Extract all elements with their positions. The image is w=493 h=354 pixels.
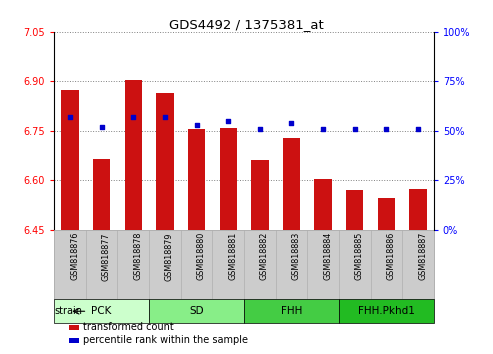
Bar <box>61 90 79 230</box>
Bar <box>402 230 434 299</box>
Point <box>319 126 327 132</box>
Bar <box>283 138 300 230</box>
Point <box>383 126 390 132</box>
Text: GSM818876: GSM818876 <box>70 232 79 280</box>
Point <box>351 126 359 132</box>
Bar <box>86 230 117 299</box>
Point <box>193 122 201 128</box>
Text: FHH: FHH <box>281 306 302 316</box>
Text: GDS4492 / 1375381_at: GDS4492 / 1375381_at <box>169 18 324 31</box>
Bar <box>339 230 371 299</box>
Bar <box>339 299 434 323</box>
Bar <box>156 93 174 230</box>
Point <box>224 118 232 124</box>
Bar <box>219 128 237 230</box>
Text: GSM818883: GSM818883 <box>291 232 301 280</box>
Text: GSM818887: GSM818887 <box>418 232 427 280</box>
Bar <box>70 325 79 330</box>
Bar <box>315 179 332 230</box>
Text: strain: strain <box>55 306 83 316</box>
Point <box>129 114 137 120</box>
Bar <box>54 299 149 323</box>
Bar <box>244 299 339 323</box>
Bar <box>149 230 181 299</box>
Point <box>98 124 106 130</box>
Bar <box>251 160 269 230</box>
Point <box>66 114 74 120</box>
Bar <box>409 189 427 230</box>
Text: transformed count: transformed count <box>83 322 174 332</box>
Text: FHH.Pkhd1: FHH.Pkhd1 <box>358 306 415 316</box>
Bar <box>117 230 149 299</box>
Text: GSM818877: GSM818877 <box>102 232 111 281</box>
Point <box>414 126 422 132</box>
Bar <box>125 80 142 230</box>
Text: GSM818879: GSM818879 <box>165 232 174 281</box>
Text: PCK: PCK <box>92 306 112 316</box>
Text: SD: SD <box>189 306 204 316</box>
Text: GSM818880: GSM818880 <box>197 232 206 280</box>
Bar <box>54 230 86 299</box>
Point <box>256 126 264 132</box>
Bar <box>181 230 212 299</box>
Bar <box>307 230 339 299</box>
Text: GSM818886: GSM818886 <box>387 232 395 280</box>
Text: GSM818882: GSM818882 <box>260 232 269 280</box>
Bar <box>70 338 79 343</box>
Point <box>161 114 169 120</box>
Bar <box>244 230 276 299</box>
Text: GSM818884: GSM818884 <box>323 232 332 280</box>
Text: percentile rank within the sample: percentile rank within the sample <box>83 336 247 346</box>
Bar <box>378 198 395 230</box>
Bar <box>212 230 244 299</box>
Bar <box>371 230 402 299</box>
Bar <box>93 159 110 230</box>
Bar <box>188 129 205 230</box>
Text: GSM818885: GSM818885 <box>355 232 364 280</box>
Bar <box>149 299 244 323</box>
Bar <box>346 190 363 230</box>
Point <box>287 120 295 126</box>
Bar <box>276 230 307 299</box>
Text: GSM818878: GSM818878 <box>133 232 142 280</box>
Text: GSM818881: GSM818881 <box>228 232 237 280</box>
